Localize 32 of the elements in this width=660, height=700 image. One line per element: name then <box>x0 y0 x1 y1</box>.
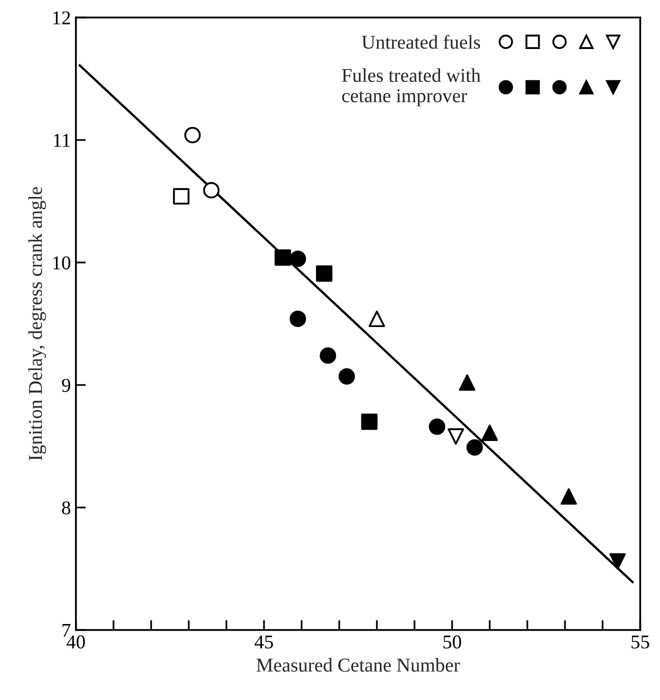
point <box>458 374 476 391</box>
y-axis-title: Ignition Delay, degress crank angle <box>28 187 46 460</box>
x-tick-label: 40 <box>66 635 85 649</box>
point <box>482 424 498 441</box>
point <box>368 310 386 328</box>
point <box>560 488 577 505</box>
legend-label: Untreated fuels <box>362 34 480 49</box>
y-tick-label: 9 <box>62 378 70 392</box>
point <box>448 428 464 445</box>
point <box>203 182 220 198</box>
point <box>466 439 483 456</box>
y-tick-label: 7 <box>62 624 70 637</box>
x-axis-title: Measured Cetane Number <box>256 658 460 672</box>
point <box>173 188 190 205</box>
point <box>290 250 306 268</box>
x-tick-label: 45 <box>254 636 273 649</box>
y-tick-label: 12 <box>53 11 70 24</box>
y-tick-label: 8 <box>62 501 70 514</box>
point <box>428 418 446 435</box>
y-tick-label: 10 <box>53 256 70 270</box>
point <box>290 310 306 328</box>
point <box>361 414 378 430</box>
legend-label: Fules treated with cetane improver <box>342 68 480 106</box>
point <box>274 249 291 266</box>
point <box>184 126 201 144</box>
y-tick-label: 11 <box>54 134 70 147</box>
point <box>320 347 336 364</box>
x-tick-label: 50 <box>444 635 462 649</box>
point <box>316 265 332 282</box>
x-tick-label: 55 <box>632 636 650 649</box>
point <box>609 553 626 570</box>
point <box>338 368 355 385</box>
